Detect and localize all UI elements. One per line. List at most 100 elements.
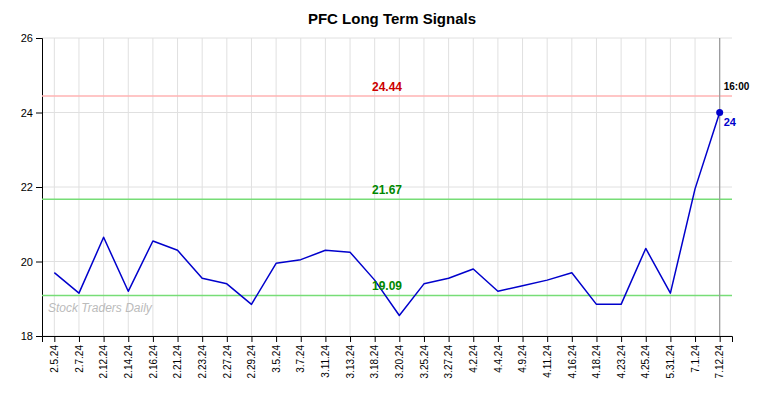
grid-line-x bbox=[251, 38, 252, 336]
series-line bbox=[54, 113, 719, 316]
x-tick-mark bbox=[350, 336, 351, 342]
x-tick-label: 4.18.24 bbox=[591, 345, 602, 379]
y-tick: 26 bbox=[21, 32, 42, 44]
x-tick: 4.18.24 bbox=[591, 336, 602, 378]
grid-line-x bbox=[202, 38, 203, 336]
last-value-label: 24 bbox=[724, 116, 737, 128]
x-tick-mark bbox=[695, 336, 696, 342]
y-tick: 24 bbox=[21, 107, 42, 119]
labels: 24.4421.6719.0916:0024Stock Traders Dail… bbox=[48, 80, 750, 315]
grid-line-x bbox=[54, 38, 55, 336]
x-tick-mark bbox=[596, 336, 597, 342]
x-tick-label: 3.18.24 bbox=[369, 345, 380, 379]
reference-line bbox=[42, 95, 732, 97]
y-tick-mark bbox=[36, 38, 42, 39]
x-tick: 2.27.24 bbox=[222, 336, 233, 378]
reference-line bbox=[42, 199, 732, 201]
x-tick-mark bbox=[449, 336, 450, 342]
x-tick: 3.27.24 bbox=[443, 336, 454, 378]
plot: 18 20 22 24 26 2.5.24 2.7.24 2.12.24 2.14.24 2.16… bbox=[21, 32, 750, 378]
x-tick-label: 3.13.24 bbox=[345, 345, 356, 379]
x-tick-mark bbox=[202, 336, 203, 342]
x-tick-mark bbox=[473, 336, 474, 342]
last-point bbox=[716, 109, 723, 116]
title: PFC Long Term Signals bbox=[308, 10, 476, 27]
x-tick-mark bbox=[424, 336, 425, 342]
grid-line-x bbox=[325, 38, 326, 336]
x-tick: 2.12.24 bbox=[98, 336, 109, 378]
grid-line-x bbox=[547, 38, 548, 336]
x-tick-mark bbox=[104, 336, 105, 342]
x-tick-label: 3.7.24 bbox=[295, 345, 306, 373]
x-tick-label: 3.20.24 bbox=[394, 345, 405, 379]
x-tick: 4.9.24 bbox=[517, 336, 528, 373]
grid-line-x bbox=[645, 38, 646, 336]
x-tick: 3.7.24 bbox=[295, 336, 306, 373]
time-label: 16:00 bbox=[724, 81, 750, 92]
x-tick-label: 4.2.24 bbox=[468, 345, 479, 373]
x-tick-label: 2.27.24 bbox=[222, 345, 233, 379]
x-tick-label: 2.21.24 bbox=[172, 345, 183, 379]
x-tick-label: 4.23.24 bbox=[616, 345, 627, 379]
x-tick-mark bbox=[523, 336, 524, 342]
grid-line-y bbox=[42, 261, 732, 262]
data-area bbox=[42, 38, 732, 336]
x-tick: 4.4.24 bbox=[493, 336, 504, 373]
grid bbox=[42, 38, 732, 336]
x-tick-label: 2.12.24 bbox=[98, 345, 109, 379]
x-tick-mark bbox=[276, 336, 277, 342]
x-tick: 2.21.24 bbox=[172, 336, 183, 378]
y-tick: 22 bbox=[21, 181, 42, 193]
y-tick-mark bbox=[36, 262, 42, 263]
last-point-line bbox=[719, 38, 720, 336]
y-axis-line bbox=[36, 39, 43, 337]
x-tick-mark bbox=[178, 336, 179, 342]
x-tick: 3.11.24 bbox=[320, 336, 331, 378]
x-tick: 3.25.24 bbox=[419, 336, 430, 378]
grid-line-x bbox=[276, 38, 277, 336]
x-tick-label: 5.31.24 bbox=[665, 345, 676, 379]
y-tick-label: 20 bbox=[21, 256, 33, 268]
x-tick-label: 2.5.24 bbox=[49, 345, 60, 373]
x-tick-mark bbox=[153, 336, 154, 342]
watermark: Stock Traders Daily bbox=[48, 301, 153, 315]
x-tick-label: 7.1.24 bbox=[690, 345, 701, 373]
grid-line-y bbox=[42, 112, 732, 113]
y-tick-mark bbox=[36, 113, 42, 114]
x-tick: 4.23.24 bbox=[616, 336, 627, 378]
x-axis: 2.5.24 2.7.24 2.12.24 2.14.24 2.16.24 2.21.24… bbox=[43, 336, 733, 378]
x-tick-mark bbox=[399, 336, 400, 342]
x-tick-label: 3.25.24 bbox=[419, 345, 430, 379]
x-tick: 2.16.24 bbox=[148, 336, 159, 378]
x-tick: 4.2.24 bbox=[468, 336, 479, 373]
x-tick-mark bbox=[301, 336, 302, 342]
reference-label: 19.09 bbox=[372, 279, 402, 293]
x-tick: 4.25.24 bbox=[640, 336, 651, 378]
x-tick: 3.5.24 bbox=[271, 336, 282, 373]
grid-line-x bbox=[473, 38, 474, 336]
y-tick: 20 bbox=[21, 256, 42, 268]
y-tick-mark bbox=[36, 187, 42, 188]
x-tick-label: 3.11.24 bbox=[320, 345, 331, 378]
x-tick: 7.1.24 bbox=[690, 336, 701, 373]
grid-line-x bbox=[226, 38, 227, 336]
y-tick-label: 18 bbox=[21, 330, 33, 342]
x-tick: 4.16.24 bbox=[567, 336, 578, 378]
grid-line-x bbox=[103, 38, 104, 336]
y-axis: 18 20 22 24 26 bbox=[21, 32, 43, 342]
x-tick-mark bbox=[79, 336, 80, 342]
x-tick-label: 2.14.24 bbox=[123, 345, 134, 379]
x-tick: 2.23.24 bbox=[197, 336, 208, 378]
grid-line-x bbox=[177, 38, 178, 336]
x-tick-label: 2.29.24 bbox=[246, 345, 257, 379]
x-tick: 5.31.24 bbox=[665, 336, 676, 378]
grid-line-x bbox=[300, 38, 301, 336]
x-tick: 2.5.24 bbox=[49, 336, 60, 373]
x-tick: 4.11.24 bbox=[542, 336, 553, 378]
x-tick-mark bbox=[325, 336, 326, 342]
x-tick: 2.7.24 bbox=[74, 336, 85, 373]
x-tick-mark bbox=[375, 336, 376, 342]
grid-line-x bbox=[621, 38, 622, 336]
x-tick-label: 7.12.24 bbox=[714, 345, 725, 379]
y-tick-label: 24 bbox=[21, 107, 33, 119]
